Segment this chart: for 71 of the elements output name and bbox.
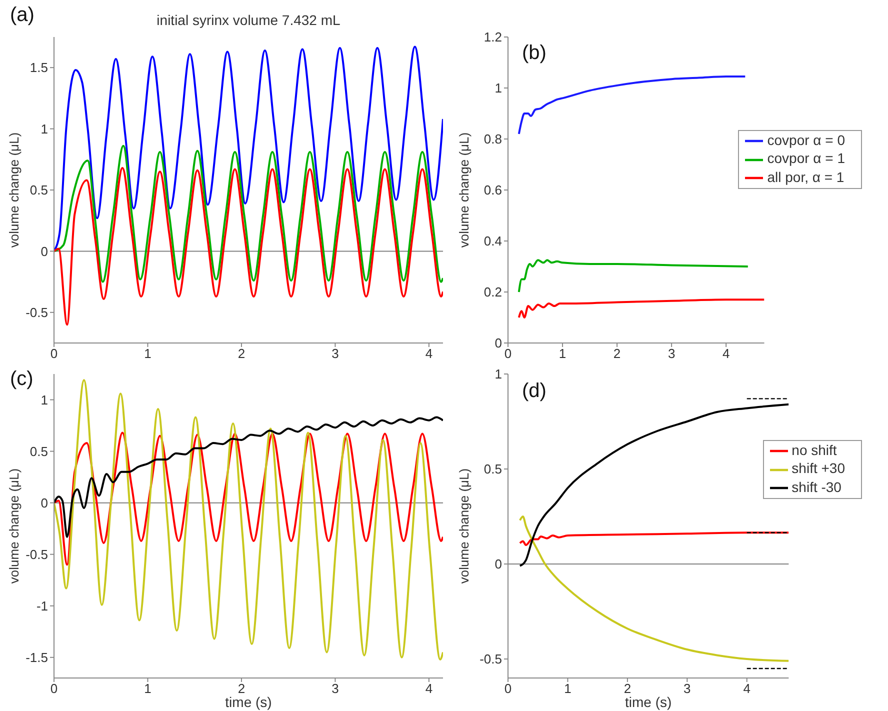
x-tick-label: 3	[684, 681, 691, 696]
y-tick-label: 1	[494, 366, 502, 382]
y-axis-title: volume change (μL)	[456, 468, 472, 584]
y-tick-label: -0.5	[26, 546, 48, 562]
y-tick-label: -0.5	[26, 305, 48, 320]
line-series	[54, 416, 443, 538]
annotation: (d)	[522, 380, 546, 403]
y-tick-label: 0.5	[30, 444, 48, 459]
legend-label: covpor α = 0	[767, 132, 845, 148]
line-series	[518, 403, 789, 567]
y-tick-label: 1.2	[484, 30, 502, 45]
line-series	[518, 76, 746, 135]
y-tick-label: 0	[40, 495, 48, 510]
legend-label: shift -30	[792, 478, 842, 495]
x-tick-label: 3	[332, 681, 339, 696]
x-tick-label: 4	[425, 681, 433, 696]
x-axis-title: time (s)	[225, 694, 272, 710]
legend-label: no shift	[792, 442, 837, 458]
y-tick-label: 0.8	[484, 132, 502, 147]
x-tick-label: 1	[564, 681, 572, 696]
legend-label: shift +30	[792, 460, 845, 476]
y-tick-label: 0.5	[484, 462, 502, 477]
x-tick-label: 2	[624, 681, 632, 696]
y-tick-label: -0.5	[480, 652, 502, 667]
x-tick-label: 4	[425, 346, 433, 362]
line-series	[518, 516, 789, 662]
text: (a)	[10, 4, 34, 27]
x-tick-label: 0	[504, 681, 512, 696]
line-series	[54, 432, 443, 566]
y-tick-label: 1	[494, 80, 502, 96]
x-tick-label: 1	[144, 681, 152, 696]
y-tick-label: 0	[494, 336, 502, 351]
legend-label: all por, α = 1	[767, 168, 844, 185]
y-tick-label: 1	[40, 121, 48, 136]
y-tick-label: 1	[40, 392, 48, 408]
x-tick-label: 3	[332, 346, 339, 362]
line-series	[54, 46, 443, 252]
x-tick-label: 2	[238, 681, 246, 696]
x-tick-label: 0	[504, 346, 512, 362]
line-series	[54, 166, 443, 326]
x-tick-label: 1	[144, 346, 152, 362]
line-series	[518, 532, 789, 546]
y-tick-label: 0.2	[484, 284, 502, 300]
x-tick-label: 1	[558, 346, 566, 362]
x-tick-label: 0	[50, 681, 58, 696]
line-series	[518, 298, 764, 318]
y-tick-label: 0	[494, 556, 502, 572]
line-series	[54, 379, 443, 660]
y-tick-label: -1	[36, 598, 48, 614]
x-tick-label: 3	[668, 346, 676, 362]
y-tick-label: 1.5	[30, 60, 48, 76]
y-axis-title: volume change (μL)	[6, 468, 22, 584]
x-tick-label: 4	[722, 346, 730, 362]
line-series	[518, 259, 749, 293]
chart-title: initial syrinx volume 7.432 mL	[156, 12, 342, 28]
legend-label: covpor α = 1	[767, 150, 845, 166]
x-axis-title: time (s)	[625, 694, 672, 710]
line-series	[54, 144, 443, 283]
x-tick-label: 2	[238, 346, 246, 362]
text: (c)	[10, 368, 34, 391]
y-tick-label: 0.5	[30, 182, 48, 198]
x-tick-label: 0	[50, 346, 58, 362]
y-tick-label: 0.4	[484, 234, 502, 249]
y-axis-title: volume change (μL)	[456, 132, 472, 248]
x-tick-label: 2	[613, 346, 621, 362]
y-tick-label: 0	[40, 244, 48, 259]
y-tick-label: -1.5	[26, 650, 48, 666]
y-tick-label: 0.6	[484, 182, 502, 198]
annotation: (b)	[522, 42, 546, 65]
y-axis-title: volume change (μL)	[6, 132, 22, 248]
x-tick-label: 4	[743, 681, 750, 696]
